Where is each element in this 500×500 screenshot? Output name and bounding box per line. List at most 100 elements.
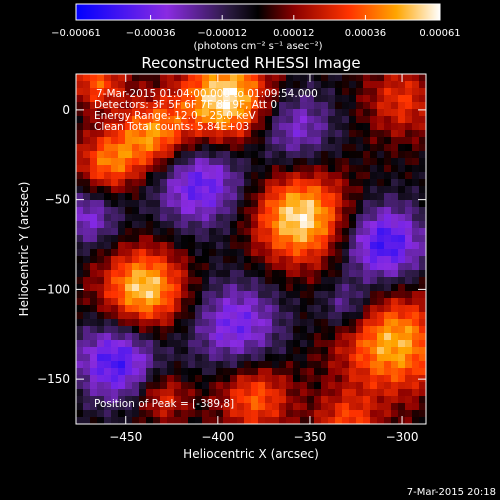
heatmap-cell — [377, 312, 385, 320]
heatmap-cell — [412, 410, 420, 418]
heatmap-cell — [335, 389, 343, 397]
heatmap-cell — [328, 256, 336, 264]
heatmap-cell — [384, 333, 392, 341]
heatmap-cell — [405, 263, 413, 271]
heatmap-cell — [104, 354, 112, 362]
heatmap-cell — [363, 375, 371, 383]
heatmap-cell — [167, 270, 175, 278]
heatmap-cell — [377, 88, 385, 96]
heatmap-cell — [104, 228, 112, 236]
heatmap-cell — [111, 151, 119, 159]
heatmap-cell — [286, 298, 294, 306]
heatmap-cell — [300, 172, 308, 180]
heatmap-cell — [258, 312, 266, 320]
heatmap-cell — [125, 291, 133, 299]
heatmap-cell — [342, 200, 350, 208]
heatmap-cell — [335, 263, 343, 271]
heatmap-cell — [335, 137, 343, 145]
heatmap-cell — [321, 291, 329, 299]
heatmap-cell — [223, 270, 231, 278]
heatmap-cell — [146, 249, 154, 257]
heatmap-cell — [342, 410, 350, 418]
heatmap-cell — [342, 130, 350, 138]
heatmap-cell — [419, 193, 426, 201]
heatmap-cell — [167, 284, 175, 292]
heatmap-cell — [132, 403, 140, 411]
heatmap-cell — [370, 137, 378, 145]
heatmap-cell — [321, 109, 329, 117]
heatmap-cell — [223, 277, 231, 285]
heatmap-cell — [335, 123, 343, 131]
heatmap-cell — [391, 95, 399, 103]
heatmap-cell — [265, 396, 273, 404]
heatmap-cell — [370, 403, 378, 411]
heatmap-cell — [174, 123, 182, 131]
heatmap-cell — [223, 116, 231, 124]
heatmap-cell — [188, 312, 196, 320]
heatmap-cell — [97, 200, 105, 208]
heatmap-cell — [230, 242, 238, 250]
heatmap-cell — [223, 144, 231, 152]
heatmap-cell — [188, 333, 196, 341]
heatmap-cell — [83, 375, 91, 383]
heatmap-cell — [244, 242, 252, 250]
heatmap-cell — [125, 403, 133, 411]
heatmap-cell — [223, 123, 231, 131]
heatmap-cell — [384, 270, 392, 278]
heatmap-cell — [321, 151, 329, 159]
heatmap-cell — [307, 242, 315, 250]
heatmap-cell — [216, 389, 224, 397]
heatmap-cell — [139, 186, 147, 194]
heatmap-cell — [286, 340, 294, 348]
heatmap-cell — [111, 95, 119, 103]
heatmap-cell — [223, 347, 231, 355]
heatmap-cell — [76, 228, 84, 236]
heatmap-cell — [321, 130, 329, 138]
heatmap-cell — [335, 88, 343, 96]
heatmap-cell — [125, 158, 133, 166]
heatmap-cell — [293, 81, 301, 89]
heatmap-cell — [195, 207, 203, 215]
heatmap-cell — [272, 375, 280, 383]
heatmap-cell — [279, 326, 287, 334]
heatmap-cell — [314, 242, 322, 250]
heatmap-cell — [272, 249, 280, 257]
heatmap-cell — [328, 137, 336, 145]
heatmap-cell — [377, 403, 385, 411]
heatmap-cell — [321, 207, 329, 215]
heatmap-cell — [370, 263, 378, 271]
heatmap-cell — [405, 74, 413, 82]
heatmap-cell — [244, 158, 252, 166]
heatmap-cell — [167, 221, 175, 229]
heatmap-cell — [293, 193, 301, 201]
heatmap-cell — [160, 326, 168, 334]
heatmap-cell — [384, 144, 392, 152]
heatmap-cell — [195, 263, 203, 271]
heatmap-cell — [188, 291, 196, 299]
heatmap-cell — [272, 109, 280, 117]
heatmap-cell — [202, 221, 210, 229]
colorbar-tick-label: 0.00061 — [419, 28, 460, 39]
heatmap-cell — [83, 123, 91, 131]
heatmap-cell — [223, 305, 231, 313]
heatmap-cell — [209, 151, 217, 159]
heatmap-cell — [244, 249, 252, 257]
heatmap-cell — [265, 193, 273, 201]
heatmap-cell — [97, 291, 105, 299]
heatmap-cell — [419, 277, 426, 285]
heatmap-cell — [321, 319, 329, 327]
heatmap-cell — [286, 389, 294, 397]
heatmap-cell — [188, 242, 196, 250]
heatmap-cell — [258, 172, 266, 180]
heatmap-cell — [209, 263, 217, 271]
heatmap-cell — [195, 123, 203, 131]
heatmap-cell — [167, 172, 175, 180]
colorbar-tick-label: 0.00036 — [345, 28, 386, 39]
heatmap-cell — [356, 109, 364, 117]
heatmap-cell — [391, 158, 399, 166]
heatmap-cell — [188, 382, 196, 390]
heatmap-cell — [97, 249, 105, 257]
heatmap-cell — [237, 354, 245, 362]
heatmap-cell — [104, 417, 112, 424]
heatmap-cell — [104, 347, 112, 355]
